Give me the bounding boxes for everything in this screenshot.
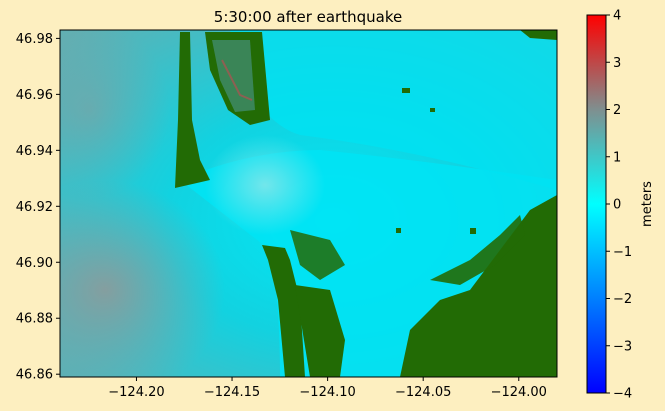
colorbar-tick-label: 3 <box>613 56 621 71</box>
y-tick-label: 46.96 <box>16 88 53 103</box>
chart-title: 5:30:00 after earthquake <box>214 8 402 26</box>
colorbar-axis: 4 3 2 1 0 −1 −2 −3 −4 <box>606 9 632 402</box>
x-tick-label: −124.05 <box>395 385 451 400</box>
y-tick-label: 46.86 <box>16 368 53 383</box>
y-tick-label: 46.90 <box>16 256 53 271</box>
y-tick-label: 46.94 <box>16 144 53 159</box>
x-axis: −124.20 −124.15 −124.10 −124.05 −124.00 <box>108 377 547 400</box>
plot-frame <box>59 29 558 378</box>
y-tick-label: 46.92 <box>16 200 53 215</box>
y-tick-label: 46.98 <box>16 32 53 47</box>
colorbar-tick-label: 4 <box>613 9 621 24</box>
colorbar-tick-label: 0 <box>613 198 621 213</box>
x-tick-label: −124.20 <box>108 385 164 400</box>
colorbar-tick-label: 1 <box>613 150 621 165</box>
colorbar-tick-label: 2 <box>613 103 621 118</box>
colorbar-tick-label: −4 <box>613 387 632 402</box>
colorbar-tick-label: −1 <box>613 245 632 260</box>
y-axis: 46.86 46.88 46.90 46.92 46.94 46.96 46.98 <box>16 32 60 383</box>
colorbar <box>586 14 607 394</box>
y-tick-label: 46.88 <box>16 312 53 327</box>
x-tick-label: −124.10 <box>299 385 355 400</box>
x-tick-label: −124.00 <box>491 385 547 400</box>
colorbar-tick-label: −3 <box>613 339 632 354</box>
x-tick-label: −124.15 <box>204 385 260 400</box>
colorbar-label: meters <box>640 181 655 227</box>
colorbar-tick-label: −2 <box>613 292 632 307</box>
map-raster <box>60 30 557 377</box>
